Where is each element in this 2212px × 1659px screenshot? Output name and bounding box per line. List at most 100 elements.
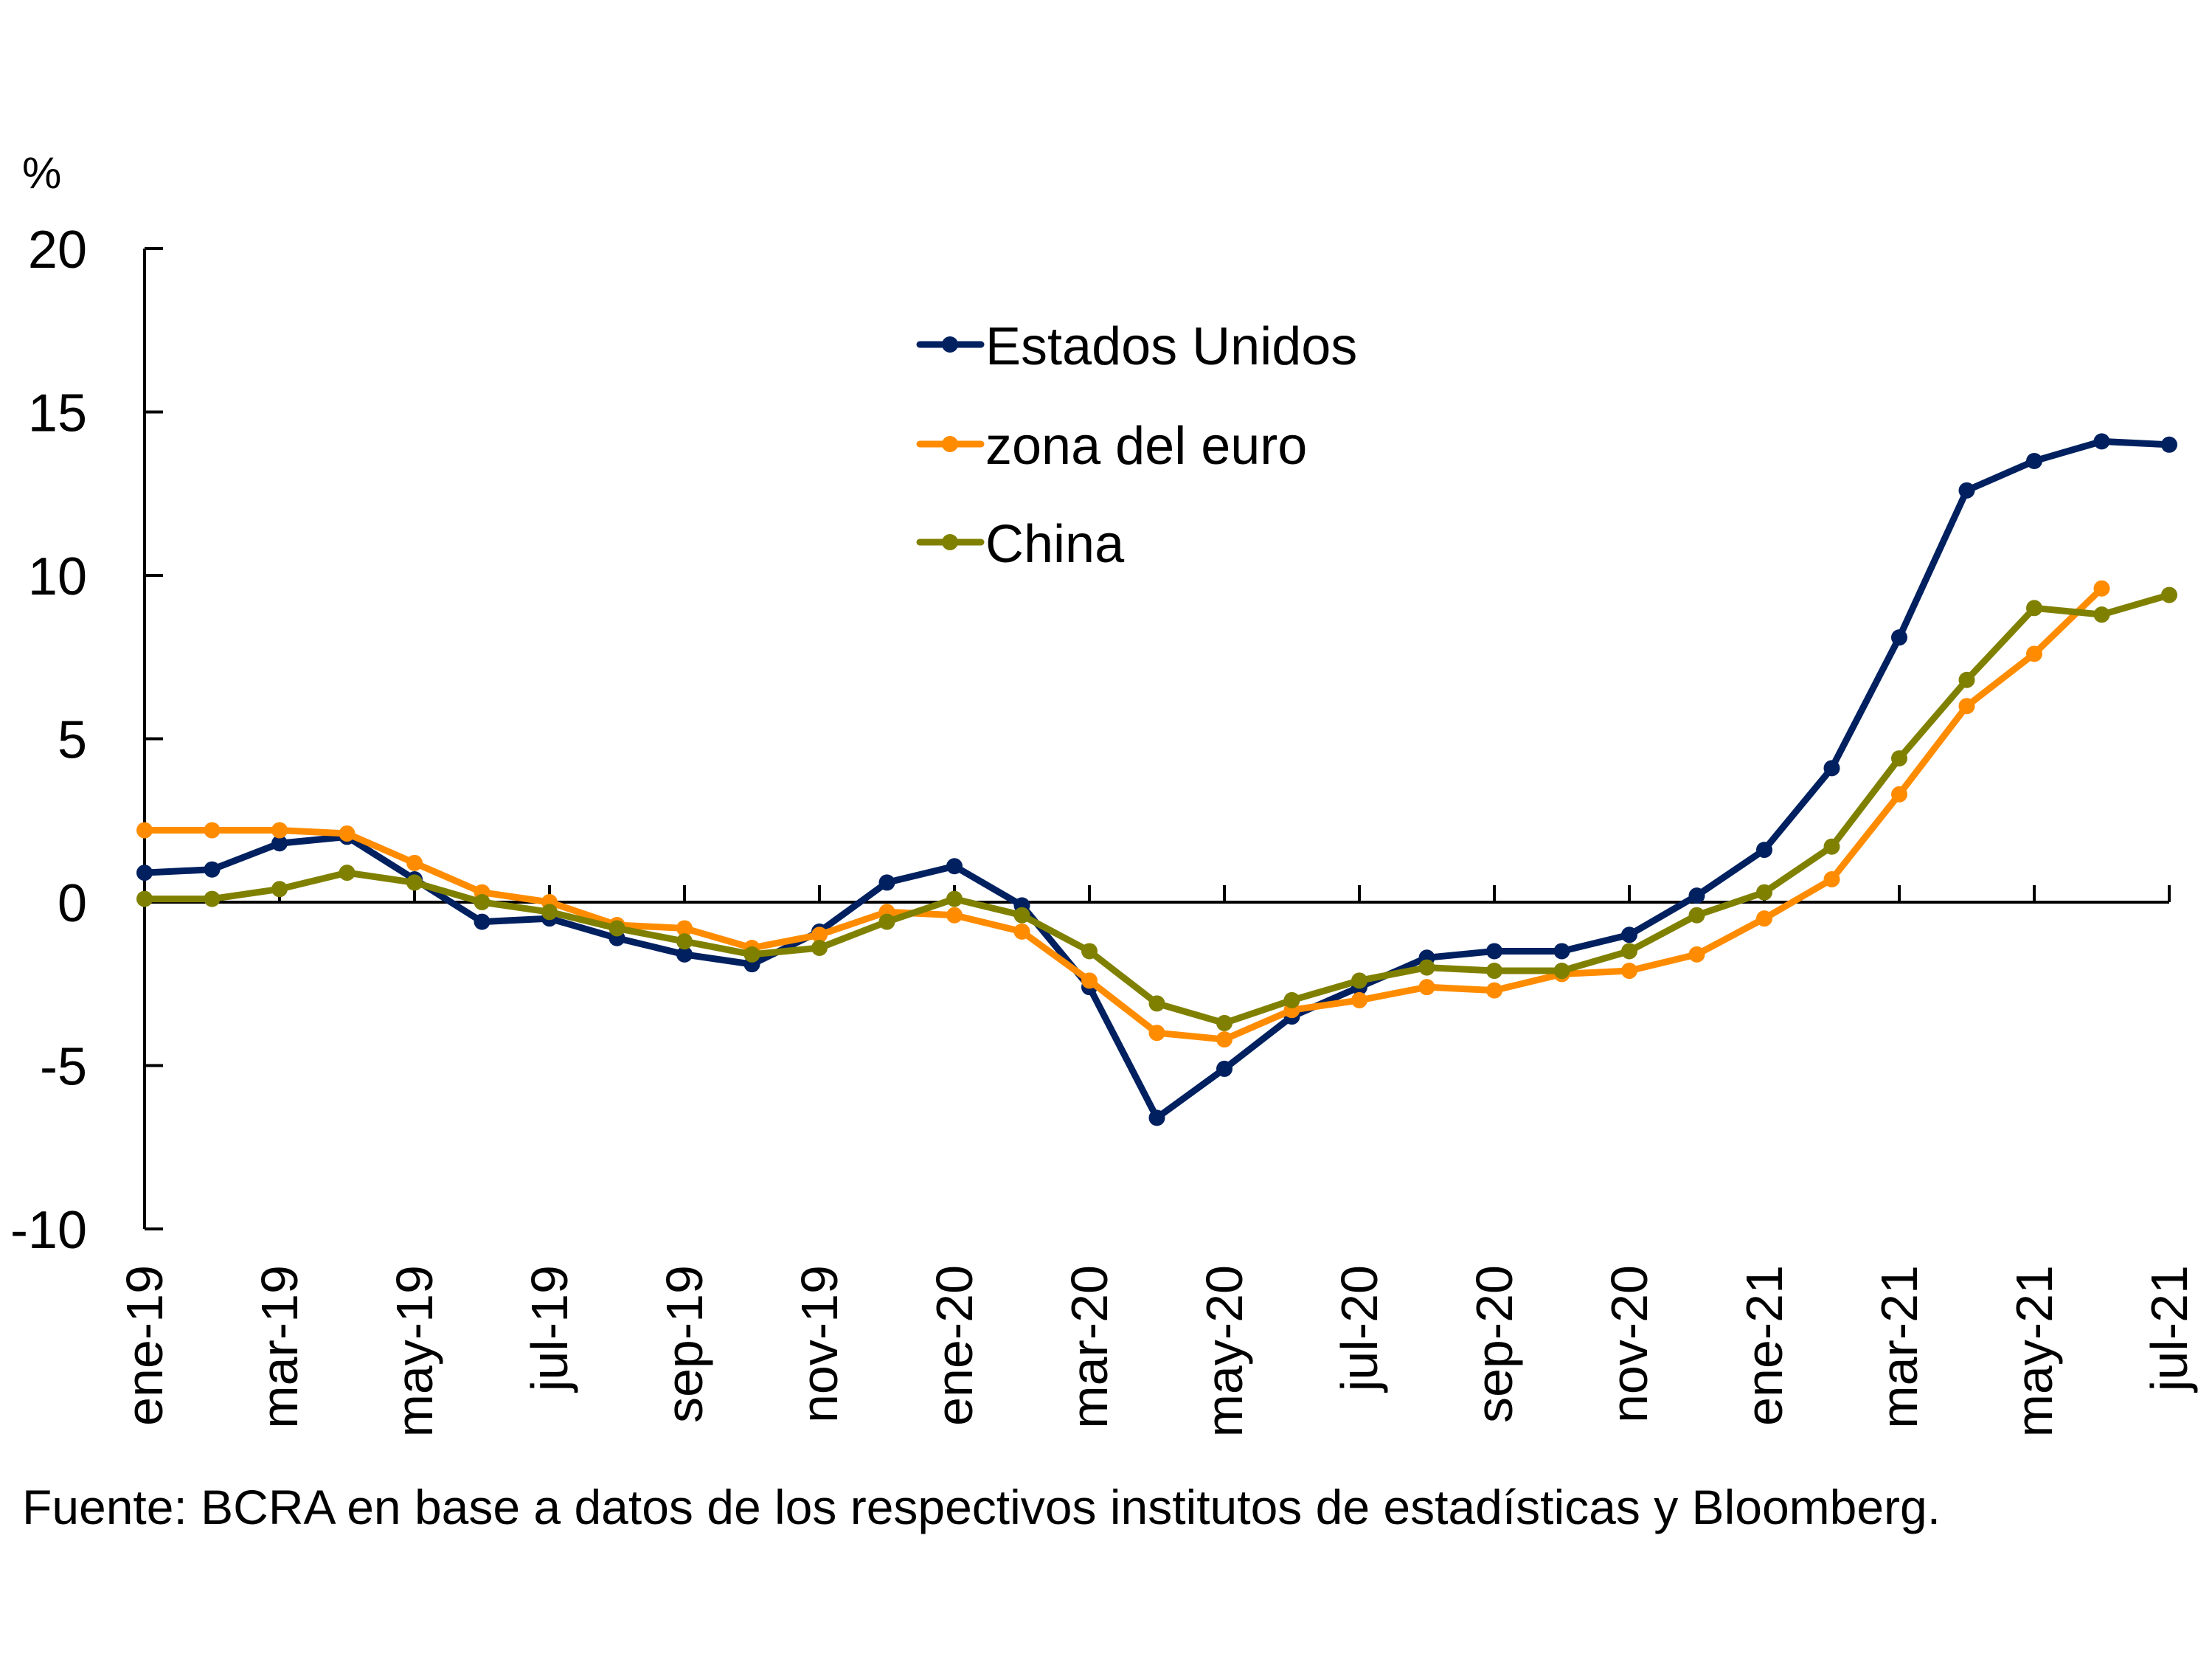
data-point [946,858,963,875]
data-point [1688,887,1705,904]
data-point [1486,963,1502,980]
legend-label: zona del euro [985,417,1307,476]
legend-item: zona del euro [916,417,1307,476]
x-tick-label: ene-21 [1736,1265,1793,1426]
data-point [1283,991,1300,1008]
x-tick-label: jul-21 [2140,1265,2198,1393]
legend: Estados Unidos zona del euro China [916,317,1357,574]
legend-marker-icon [942,436,958,452]
data-point [1418,959,1435,976]
data-point [1756,842,1772,859]
x-tick-label: jul-20 [1331,1265,1388,1393]
legend-marker-icon [942,336,958,353]
data-point [1621,963,1637,980]
data-point [136,865,153,882]
data-point [271,835,288,852]
data-point [1081,972,1098,989]
data-point [2026,600,2042,617]
data-point [1553,963,1570,980]
data-point [1891,750,1907,767]
series-china [136,586,2177,1031]
data-point [2161,586,2177,603]
data-point [541,904,558,921]
x-tick-label: sep-19 [656,1265,713,1423]
x-tick-label: ene-20 [926,1265,983,1426]
data-point [1553,943,1570,960]
data-point [136,890,153,907]
data-point [2026,645,2042,662]
y-tick-label: 5 [58,711,87,770]
line-chart: % 20 15 10 5 0 -5 -10 ene-19 mar-19 may-19 jul-19… [10,148,2198,1437]
data-point [1351,972,1367,989]
data-point [1958,698,1975,715]
data-point [878,913,895,930]
data-point [2161,436,2177,453]
data-point [811,927,828,943]
data-point [1891,786,1907,803]
data-point [609,920,625,937]
x-tick-label: mar-20 [1061,1265,1118,1429]
data-point [1688,907,1705,924]
y-tick-label: -5 [40,1038,87,1097]
x-tick-label: may-21 [2005,1265,2063,1437]
data-point [474,913,490,930]
y-axis-unit-label: % [22,148,61,198]
x-axis: ene-19 mar-19 may-19 jul-19 sep-19 nov-19 ene-… [116,885,2198,1437]
data-point [1148,1109,1165,1126]
legend-item: Estados Unidos [916,317,1357,376]
x-tick-label: mar-21 [1871,1265,1928,1429]
data-point [946,890,963,907]
data-point [1216,1014,1232,1031]
data-point [743,946,760,963]
legend-label: Estados Unidos [985,317,1357,376]
data-point [676,946,693,963]
data-point [1486,943,1502,960]
data-point [1351,991,1367,1008]
data-point [946,907,963,924]
x-tick-label: may-19 [386,1265,443,1437]
data-point [1688,946,1705,963]
data-point [811,940,828,957]
data-point [1216,1060,1232,1077]
data-point [1621,943,1637,960]
data-point [2093,580,2110,597]
data-point [204,822,221,839]
legend-marker-icon [942,534,958,550]
source-note: Fuente: BCRA en base a datos de los resp… [22,1480,1941,1534]
data-point [878,874,895,891]
x-tick-label: sep-20 [1466,1265,1523,1423]
legend-label: China [985,515,1125,574]
y-tick-label: 20 [28,221,87,280]
legend-item: China [916,515,1125,574]
data-point [676,920,693,937]
data-point [406,874,423,891]
data-point [1958,482,1975,499]
y-tick-label: -10 [10,1201,87,1260]
data-point [1013,923,1030,940]
series-estados-unidos [136,433,2177,1126]
data-point [271,881,288,898]
y-tick-label: 10 [28,547,87,606]
data-point [1081,943,1098,960]
data-point [271,822,288,839]
data-point [204,861,221,878]
data-point [1958,671,1975,688]
data-point [406,854,423,871]
series-line [141,437,2173,1121]
data-point [136,822,153,839]
data-point [1013,907,1030,924]
series-line [141,585,2105,1043]
y-axis: 20 15 10 5 0 -5 -10 [10,221,163,1260]
data-point [676,933,693,950]
x-tick-label: nov-20 [1601,1265,1658,1423]
data-point [339,825,356,842]
x-tick-label: mar-19 [251,1265,308,1429]
x-tick-label: jul-19 [521,1265,578,1393]
x-tick-label: may-20 [1196,1265,1253,1437]
y-tick-label: 15 [28,384,87,443]
data-point [2026,452,2042,469]
x-tick-label: ene-19 [116,1265,173,1426]
data-point [1148,995,1165,1012]
data-point [339,865,356,882]
data-point [1486,982,1502,999]
